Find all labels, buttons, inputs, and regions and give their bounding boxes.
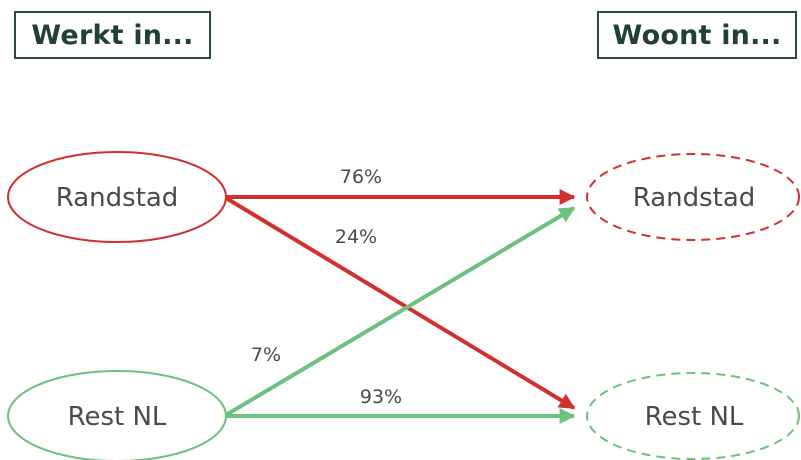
header-werkt-in: Werkt in... [14,11,211,59]
node-live-randstad-label: Randstad [633,183,756,213]
header-werkt-in-label: Werkt in... [31,19,194,51]
node-live-rest-label: Rest NL [645,402,744,432]
flow-label-randstad-to-rest: 24% [335,226,377,248]
flow-arrow-randstad-to-rest [224,196,576,410]
flow-label-rest-to-rest: 93% [360,386,402,408]
node-work-randstad-label: Randstad [56,183,179,213]
node-work-rest [7,370,227,460]
flow-arrow-rest-to-randstad [224,206,576,417]
header-woont-in: Woont in... [597,11,797,59]
node-live-rest [586,372,800,460]
node-work-randstad [7,151,227,243]
node-live-randstad [586,153,800,241]
header-woont-in-label: Woont in... [612,19,782,51]
flow-label-randstad-to-randstad: 76% [340,166,382,188]
flow-label-rest-to-randstad: 7% [251,344,281,366]
node-work-rest-label: Rest NL [68,402,167,432]
